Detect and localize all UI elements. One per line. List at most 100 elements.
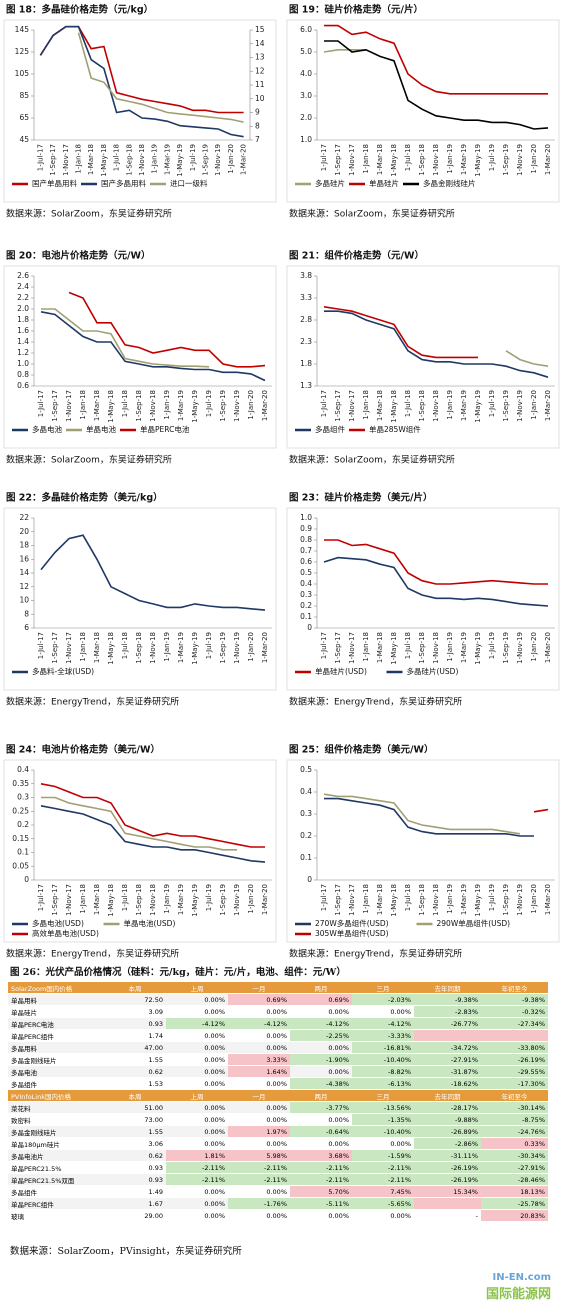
x-tick-label: 1-Nov-18 <box>432 144 440 176</box>
y-tick-label: 0.6 <box>300 557 312 566</box>
x-tick-label: 1-Sep-17 <box>51 390 59 422</box>
x-tick-label: 1-May-19 <box>191 390 199 423</box>
table-title: 图 26：光伏产品价格情况（硅料：元/kg，硅片：元/片，电池、组件：元/W） <box>10 967 346 978</box>
chart-title: 图 19：硅片价格走势（元/片） <box>289 4 423 16</box>
x-tick-label: 1-Sep-19 <box>219 390 227 422</box>
x-tick-label: 1-Jul-18 <box>404 390 412 417</box>
cell <box>481 1029 548 1042</box>
table-row: 玻璃 29.00 0.00% 0.00% 0.00% 0.00% -20.83% <box>8 1209 548 1222</box>
x-tick-label: 1-Mar-19 <box>177 390 185 421</box>
chart-source: 数据来源：SolarZoom，东吴证券研究所 <box>289 208 455 220</box>
cell: 0.00% <box>228 1005 290 1018</box>
y-tick-label: 0.35 <box>12 779 29 788</box>
x-tick-label: 1-Sep-19 <box>202 144 210 176</box>
row-label: 玻璃 <box>8 1209 104 1222</box>
y-tick-label: 8 <box>24 609 29 618</box>
cell: -26.19% <box>414 1173 481 1186</box>
cell: -3.77% <box>290 1101 352 1114</box>
x-tick-label: 1-Nov-17 <box>65 884 73 916</box>
x-tick-label: 1-Mar-19 <box>460 632 468 663</box>
header-cell: PVInfoLink国内价格 <box>8 1089 104 1102</box>
x-tick-label: 1-Sep-18 <box>135 390 143 422</box>
y-tick-label: 12 <box>19 582 29 591</box>
y-tick-label: 105 <box>15 69 30 78</box>
x-tick-label: 1-Jul-17 <box>37 632 45 659</box>
table-row: 致密料 73.00 0.00% 0.00% 0.00% -1.35% -9.88% -8.75… <box>8 1113 548 1126</box>
x-tick-label: 1-May-19 <box>474 390 482 423</box>
series-line <box>40 783 265 848</box>
y-tick-label: 0 <box>24 875 29 884</box>
table-row: 单晶用料 72.50 0.00% 0.69% 0.69% -2.03% -9.38% -9.3… <box>8 993 548 1006</box>
x-tick-label: 1-Mar-19 <box>460 884 468 915</box>
x-tick-label: 1-Jul-17 <box>320 144 328 171</box>
x-tick-label: 1-Nov-18 <box>149 390 157 422</box>
cell: 0.00% <box>166 1101 228 1114</box>
cell: -2.11% <box>166 1173 228 1186</box>
series-line <box>77 32 244 123</box>
y-tick-label: 20 <box>19 527 29 536</box>
x-tick-label: 1-Mar-20 <box>544 632 552 663</box>
x-tick-label: 1-Jul-18 <box>121 632 129 659</box>
x-tick-label: 1-Mar-19 <box>163 144 171 175</box>
table-row: 单晶硅片 3.09 0.00% 0.00% 0.00% 0.00% -2.83% -0.32% <box>8 1005 548 1018</box>
cell: 0.00% <box>352 1005 414 1018</box>
y-tick-label: 0.1 <box>17 848 29 857</box>
cell: -8.82% <box>352 1065 414 1078</box>
x-tick-label: 1-May-19 <box>474 144 482 177</box>
chart-source: 数据来源：SolarZoom，东吴证券研究所 <box>6 208 172 220</box>
header-cell: SolarZoom国内价格 <box>8 982 104 994</box>
chart-source: 数据来源：EnergyTrend，东吴证券研究所 <box>6 696 179 708</box>
cell: 0.69% <box>290 993 352 1006</box>
cell: -2.11% <box>352 1161 414 1174</box>
cell: -10.40% <box>352 1125 414 1138</box>
series-line <box>505 350 549 367</box>
cell: 0.00% <box>166 1005 228 1018</box>
x-tick-label: 1-Sep-17 <box>334 144 342 176</box>
y2-tick-label: 14 <box>255 39 265 48</box>
y-tick-label: 1.8 <box>300 359 312 368</box>
x-tick-label: 1-Sep-17 <box>334 632 342 664</box>
y-tick-label: 3.3 <box>300 293 312 302</box>
legend-label: 单晶电池(USD) <box>124 918 176 928</box>
y-tick-label: 2.2 <box>17 293 29 302</box>
cell: 0.00% <box>228 1041 290 1054</box>
chart-source: 数据来源：EnergyTrend，东吴证券研究所 <box>289 948 462 960</box>
x-tick-label: 1-Jul-18 <box>404 884 412 911</box>
x-tick-label: 1-Sep-19 <box>502 632 510 664</box>
y-tick-label: 2.0 <box>300 113 312 122</box>
cell: -1.76% <box>228 1197 290 1210</box>
cell: 1.67 <box>104 1197 166 1210</box>
y-tick-label: 85 <box>19 91 29 100</box>
cell: 1.97% <box>228 1125 290 1138</box>
table-source: 数据来源：SolarZoom，PVinsight，东吴证券研究所 <box>10 1246 242 1257</box>
x-tick-label: 1-Jul-19 <box>488 884 496 911</box>
cell: -30.14% <box>481 1101 548 1114</box>
legend-label: 多晶电池 <box>32 424 62 434</box>
row-label: 单晶180μm硅片 <box>8 1137 104 1150</box>
table-row: 多晶组件 1.49 0.00% 0.00% 5.70% 7.45% 15.34% 18.13% <box>8 1185 548 1198</box>
x-tick-label: 1-Jan-20 <box>530 632 538 662</box>
x-tick-label: 1-Jul-17 <box>37 390 45 417</box>
legend-label: 单晶PERC电池 <box>140 424 190 434</box>
x-tick-label: 1-Jul-18 <box>113 144 121 171</box>
x-tick-label: 1-Sep-18 <box>135 884 143 916</box>
series-line <box>68 291 266 368</box>
x-tick-label: 1-Jan-20 <box>227 144 235 174</box>
chart-frame <box>286 759 560 943</box>
cell: 0.93 <box>104 1017 166 1030</box>
cell: 5.70% <box>290 1185 352 1198</box>
x-tick-label: 1-Jul-19 <box>205 632 213 659</box>
cell: -34.72% <box>414 1041 481 1054</box>
cell: -0.64% <box>290 1125 352 1138</box>
x-tick-label: 1-Nov-18 <box>149 632 157 664</box>
y-tick-label: 0.5 <box>300 765 312 774</box>
series-line <box>324 797 534 837</box>
x-tick-label: 1-Mar-20 <box>240 144 248 175</box>
y2-tick-label: 11 <box>255 80 265 89</box>
cell: 0.00% <box>290 1113 352 1126</box>
logo-site: IN-EN.com <box>492 1272 551 1283</box>
y-tick-label: 0.4 <box>300 787 312 796</box>
x-tick-label: 1-Sep-19 <box>219 884 227 916</box>
cell: 0.00% <box>166 993 228 1006</box>
x-tick-label: 1-Sep-17 <box>51 632 59 664</box>
